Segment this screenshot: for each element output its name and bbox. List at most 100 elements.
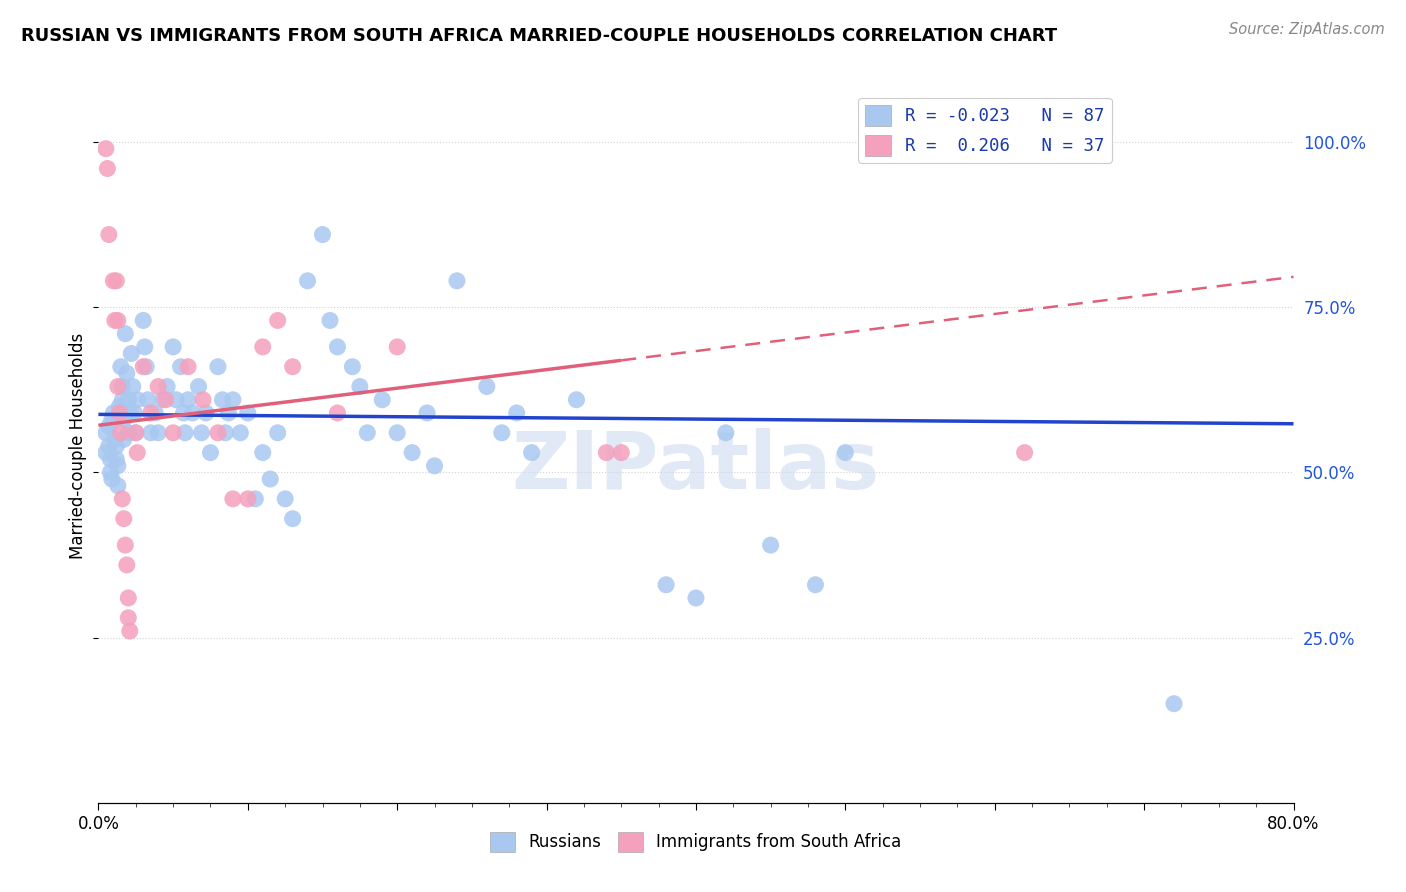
Point [423,458,446,473]
Point [94,445,117,459]
Point [115,367,138,381]
Point [1014,445,1036,459]
Point [103,274,125,288]
Point [98,452,122,467]
Point [969,121,991,136]
Point [101,472,124,486]
Point [127,392,149,407]
Point [125,425,148,440]
Point [984,142,1007,156]
Point [385,425,409,440]
Point [110,425,132,440]
Point [114,538,136,552]
Point [520,445,543,459]
Point [111,491,134,506]
Point [156,379,179,393]
Point [655,578,678,592]
Point [475,379,498,393]
Point [112,412,135,426]
Point [108,400,131,414]
Point [214,425,236,440]
Point [101,412,124,426]
Point [297,274,319,288]
Point [155,392,177,407]
Point [446,274,468,288]
Point [94,425,117,440]
Point [117,611,139,625]
Point [107,313,129,327]
Point [162,425,184,440]
Point [217,406,239,420]
Point [267,425,290,440]
Point [610,445,633,459]
Point [229,425,252,440]
Point [139,425,162,440]
Point [190,425,212,440]
Point [281,359,304,374]
Point [245,491,267,506]
Point [132,313,155,327]
Point [252,340,274,354]
Text: ZIPatlas: ZIPatlas [512,428,880,507]
Point [148,425,170,440]
Point [97,227,120,242]
Point [236,491,259,506]
Point [236,406,259,420]
Point [252,445,274,459]
Point [181,406,204,420]
Point [98,466,122,480]
Y-axis label: Married-couple Households: Married-couple Households [69,333,87,559]
Point [152,392,174,407]
Point [135,359,157,374]
Point [115,558,138,572]
Point [125,425,148,440]
Point [139,406,162,420]
Point [118,624,141,638]
Point [107,478,129,492]
Point [685,591,707,605]
Point [759,538,782,552]
Point [595,445,617,459]
Point [124,406,146,420]
Point [97,439,120,453]
Point [165,392,187,407]
Point [319,313,342,327]
Point [342,359,364,374]
Point [104,433,127,447]
Point [112,511,135,525]
Point [349,379,371,393]
Legend: Russians, Immigrants from South Africa: Russians, Immigrants from South Africa [484,825,908,859]
Point [371,392,394,407]
Point [94,142,117,156]
Point [311,227,333,242]
Point [356,425,378,440]
Point [222,491,245,506]
Text: Source: ZipAtlas.com: Source: ZipAtlas.com [1229,22,1385,37]
Point [714,425,737,440]
Point [326,406,349,420]
Point [105,274,128,288]
Point [107,379,129,393]
Point [117,392,139,407]
Point [120,346,142,360]
Point [187,379,209,393]
Point [103,406,125,420]
Point [105,439,128,453]
Point [169,359,191,374]
Point [162,340,184,354]
Point [565,392,588,407]
Point [117,425,139,440]
Point [127,445,149,459]
Point [211,392,233,407]
Point [105,452,128,467]
Point [112,433,135,447]
Point [97,419,120,434]
Point [132,359,155,374]
Point [174,425,197,440]
Point [222,392,245,407]
Point [207,359,229,374]
Point [148,379,170,393]
Point [121,379,143,393]
Point [834,445,856,459]
Point [267,313,290,327]
